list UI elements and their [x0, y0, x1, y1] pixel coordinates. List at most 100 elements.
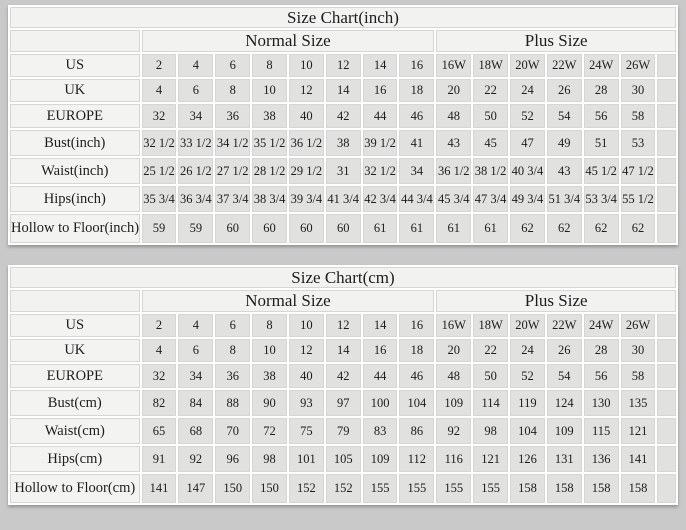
value-cell: 20W — [510, 314, 545, 337]
value-cell: 93 — [288, 390, 324, 416]
value-cell: 61 — [436, 214, 472, 243]
table-row: Bust(cm) 82 84 88 90 93 97 100 104 109 114 119 124 13… — [10, 390, 676, 416]
table-row: Waist(inch) 25 1/2 26 1/2 27 1/2 28 1/2 29 1/… — [10, 158, 676, 184]
value-cell: 8 — [252, 314, 287, 337]
value-cell: 98 — [252, 446, 287, 472]
value-cell: 100 — [362, 390, 398, 416]
value-cell: 91 — [141, 446, 177, 472]
value-cell: 92 — [436, 418, 472, 444]
value-cell: 60 — [252, 214, 287, 243]
value-cell: 56 — [583, 364, 619, 388]
value-cell: 10 — [288, 314, 324, 337]
value-cell: 42 — [325, 104, 361, 128]
value-cell: 141 — [141, 474, 177, 503]
filler-cell — [657, 130, 676, 156]
value-cell: 109 — [362, 446, 398, 472]
value-cell: 59 — [141, 214, 177, 243]
table-row: UK 4 6 8 10 12 14 16 18 20 22 24 26 28 30 — [10, 79, 676, 102]
value-cell: 104 — [510, 418, 545, 444]
row-label: EUROPE — [10, 104, 140, 128]
value-cell: 6 — [215, 54, 251, 77]
value-cell: 38 1/2 — [473, 158, 509, 184]
filler-cell — [657, 339, 676, 362]
value-cell: 50 — [473, 364, 509, 388]
filler-cell — [657, 418, 676, 444]
value-cell: 16W — [436, 314, 472, 337]
filler-cell — [657, 104, 676, 128]
filler-cell — [657, 186, 676, 212]
value-cell: 35 3/4 — [141, 186, 177, 212]
value-cell: 62 — [546, 214, 582, 243]
filler-cell — [657, 390, 676, 416]
value-cell: 12 — [288, 79, 324, 102]
value-cell: 53 — [620, 130, 656, 156]
value-cell: 54 — [546, 364, 582, 388]
value-cell: 37 3/4 — [215, 186, 251, 212]
value-cell: 43 — [546, 158, 582, 184]
value-cell: 20W — [510, 54, 545, 77]
value-cell: 41 — [399, 130, 435, 156]
value-cell: 48 — [436, 364, 472, 388]
value-cell: 16 — [362, 79, 398, 102]
row-label: EUROPE — [10, 364, 140, 388]
filler-cell — [657, 364, 676, 388]
filler-cell — [657, 314, 676, 337]
value-cell: 26 — [546, 339, 582, 362]
value-cell: 36 — [215, 364, 251, 388]
corner-cell — [10, 30, 140, 52]
value-cell: 62 — [510, 214, 545, 243]
value-cell: 14 — [362, 54, 398, 77]
value-cell: 32 1/2 — [141, 130, 177, 156]
value-cell: 90 — [252, 390, 287, 416]
value-cell: 155 — [436, 474, 472, 503]
value-cell: 18 — [399, 339, 435, 362]
value-cell: 116 — [436, 446, 472, 472]
value-cell: 97 — [325, 390, 361, 416]
value-cell: 75 — [288, 418, 324, 444]
row-label: Hollow to Floor(inch) — [10, 214, 140, 243]
value-cell: 4 — [141, 79, 177, 102]
table-row: Hollow to Floor(cm) 141 147 150 150 152 152 155… — [10, 474, 676, 503]
value-cell: 26 1/2 — [178, 158, 214, 184]
value-cell: 46 — [399, 364, 435, 388]
value-cell: 52 — [510, 364, 545, 388]
value-cell: 44 — [362, 364, 398, 388]
value-cell: 155 — [362, 474, 398, 503]
filler-cell — [657, 446, 676, 472]
value-cell: 32 — [141, 104, 177, 128]
row-label: UK — [10, 339, 140, 362]
value-cell: 59 — [178, 214, 214, 243]
value-cell: 42 — [325, 364, 361, 388]
value-cell: 28 1/2 — [252, 158, 287, 184]
value-cell: 119 — [510, 390, 545, 416]
value-cell: 39 3/4 — [288, 186, 324, 212]
table-row: US 2 4 6 8 10 12 14 16 16W 18W 20W 22W 24W 26W — [10, 314, 676, 337]
value-cell: 54 — [546, 104, 582, 128]
row-label: Hips(cm) — [10, 446, 140, 472]
value-cell: 36 1/2 — [288, 130, 324, 156]
value-cell: 150 — [252, 474, 287, 503]
value-cell: 2 — [141, 314, 177, 337]
value-cell: 88 — [215, 390, 251, 416]
filler-cell — [657, 79, 676, 102]
value-cell: 58 — [620, 364, 656, 388]
value-cell: 4 — [178, 54, 214, 77]
value-cell: 8 — [215, 79, 251, 102]
value-cell: 150 — [215, 474, 251, 503]
value-cell: 12 — [325, 54, 361, 77]
value-cell: 45 — [473, 130, 509, 156]
plus-size-header: Plus Size — [436, 290, 676, 312]
value-cell: 16W — [436, 54, 472, 77]
value-cell: 55 1/2 — [620, 186, 656, 212]
value-cell: 24 — [510, 79, 545, 102]
value-cell: 10 — [252, 339, 287, 362]
row-label: US — [10, 54, 140, 77]
table-row: Bust(inch) 32 1/2 33 1/2 34 1/2 35 1/2 36 1/2… — [10, 130, 676, 156]
value-cell: 24W — [583, 54, 619, 77]
value-cell: 30 — [620, 79, 656, 102]
value-cell: 18W — [473, 314, 509, 337]
value-cell: 158 — [546, 474, 582, 503]
value-cell: 50 — [473, 104, 509, 128]
value-cell: 38 — [252, 104, 287, 128]
value-cell: 61 — [399, 214, 435, 243]
